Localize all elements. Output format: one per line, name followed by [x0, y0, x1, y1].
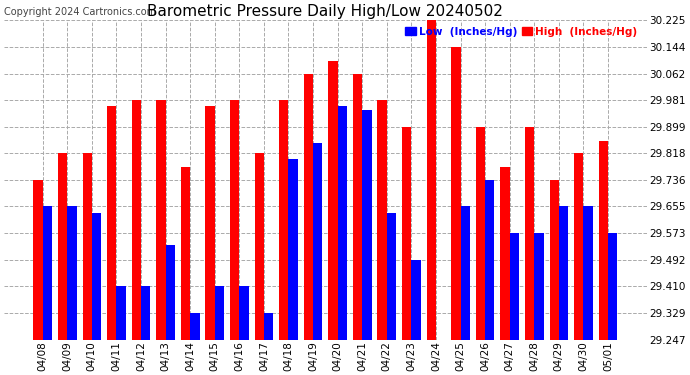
Bar: [500, 167, 510, 340]
Bar: [525, 127, 534, 340]
Bar: [68, 206, 77, 340]
Bar: [304, 74, 313, 340]
Bar: [426, 20, 436, 340]
Bar: [599, 141, 608, 340]
Bar: [353, 74, 362, 340]
Bar: [43, 206, 52, 340]
Bar: [362, 110, 372, 340]
Bar: [476, 127, 485, 340]
Bar: [387, 213, 396, 340]
Bar: [181, 167, 190, 340]
Bar: [402, 127, 411, 340]
Bar: [239, 286, 248, 340]
Bar: [156, 100, 166, 340]
Bar: [132, 100, 141, 340]
Bar: [451, 47, 460, 340]
Bar: [574, 153, 584, 340]
Bar: [608, 233, 618, 340]
Bar: [215, 286, 224, 340]
Bar: [279, 100, 288, 340]
Bar: [166, 245, 175, 340]
Bar: [377, 100, 387, 340]
Bar: [584, 206, 593, 340]
Bar: [460, 206, 470, 340]
Bar: [411, 260, 421, 340]
Bar: [58, 153, 68, 340]
Bar: [534, 233, 544, 340]
Bar: [313, 143, 322, 340]
Bar: [510, 233, 519, 340]
Bar: [141, 286, 150, 340]
Bar: [549, 180, 559, 340]
Bar: [117, 286, 126, 340]
Bar: [107, 106, 117, 340]
Bar: [559, 206, 568, 340]
Bar: [92, 213, 101, 340]
Legend: Low  (Inches/Hg), High  (Inches/Hg): Low (Inches/Hg), High (Inches/Hg): [402, 22, 641, 40]
Bar: [206, 106, 215, 340]
Bar: [264, 313, 273, 340]
Bar: [33, 180, 43, 340]
Text: Copyright 2024 Cartronics.com: Copyright 2024 Cartronics.com: [4, 7, 157, 17]
Bar: [230, 100, 239, 340]
Bar: [83, 153, 92, 340]
Bar: [485, 180, 495, 340]
Bar: [337, 106, 347, 340]
Title: Barometric Pressure Daily High/Low 20240502: Barometric Pressure Daily High/Low 20240…: [148, 4, 503, 19]
Bar: [255, 153, 264, 340]
Bar: [328, 61, 337, 340]
Bar: [190, 313, 199, 340]
Bar: [288, 159, 298, 340]
